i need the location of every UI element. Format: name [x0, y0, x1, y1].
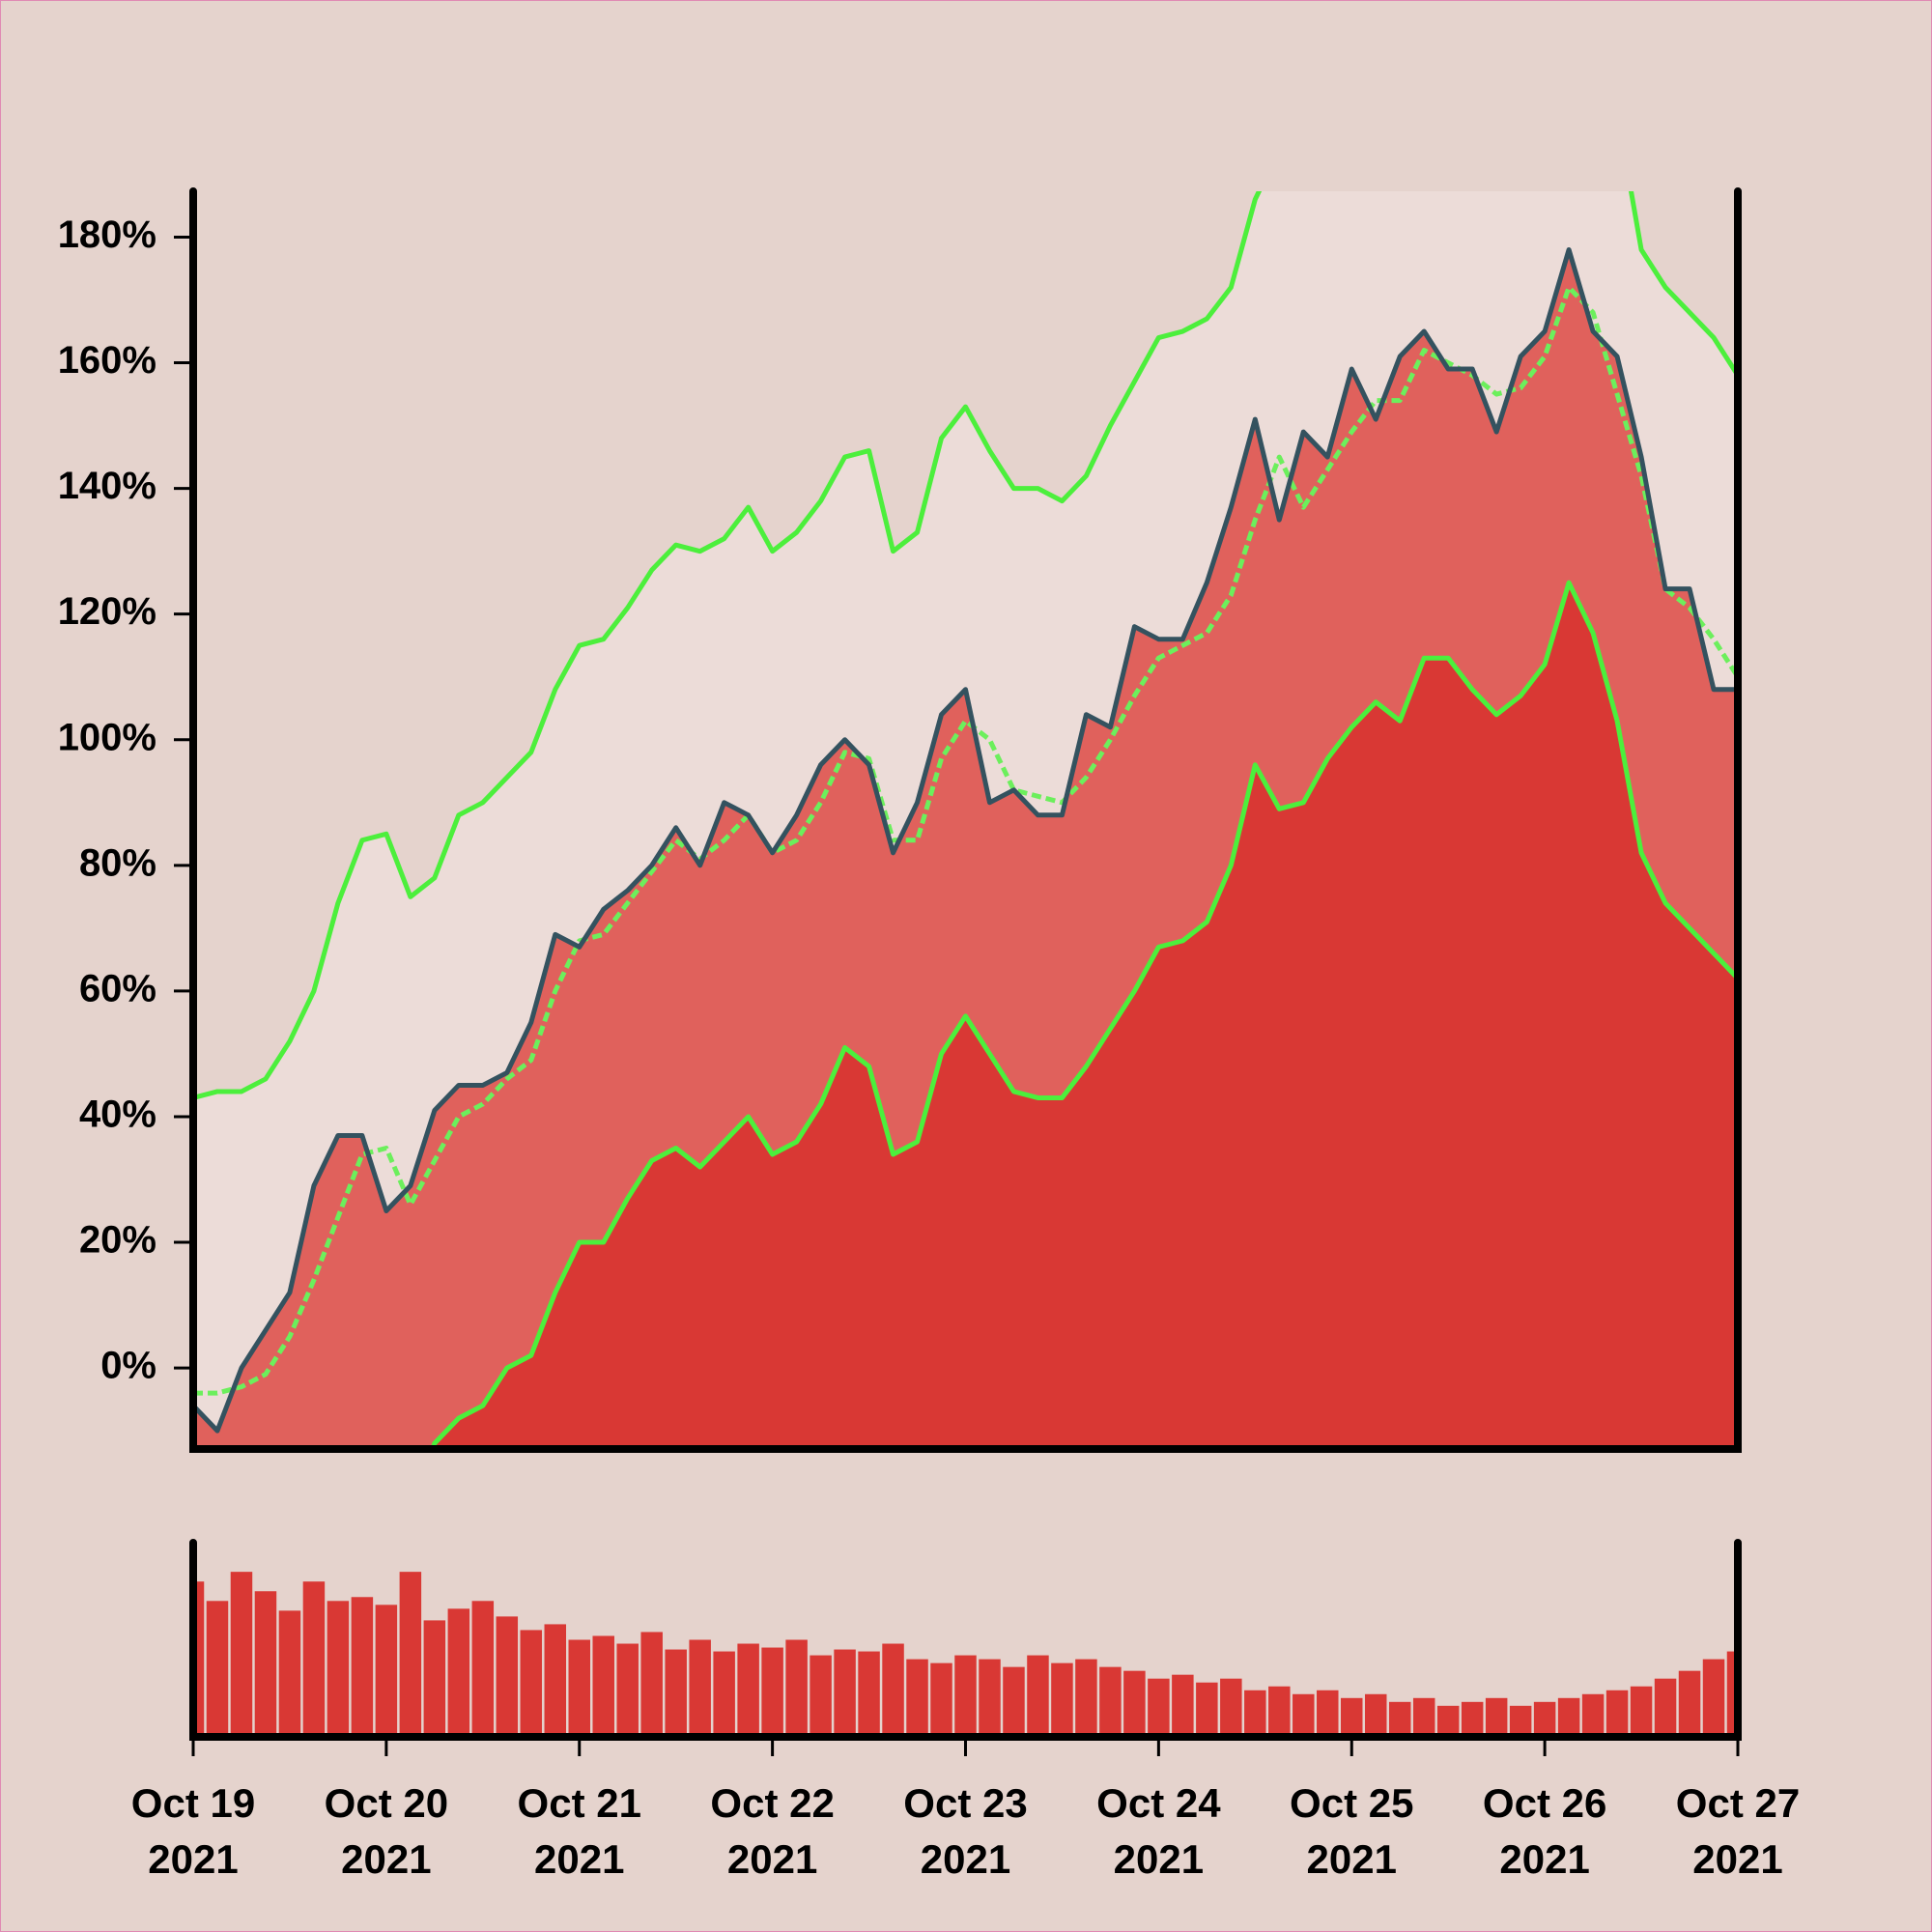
- volume-bar: [665, 1649, 687, 1737]
- x-tick-label: Oct 20 2021: [324, 1780, 449, 1882]
- x-tick-label: Oct 21 2021: [517, 1780, 641, 1882]
- y-tick-label: 0%: [100, 1345, 156, 1387]
- volume-bar: [1702, 1659, 1725, 1737]
- volume-bar: [930, 1662, 952, 1737]
- volume-plot: [193, 1572, 1738, 1737]
- line: [193, 191, 1738, 1100]
- volume-bar: [592, 1635, 614, 1737]
- volume-bar: [858, 1651, 880, 1737]
- volume-bar: [1630, 1686, 1653, 1737]
- volume-bar: [206, 1601, 229, 1737]
- volume-bar: [1412, 1697, 1435, 1737]
- volume-bar: [1172, 1674, 1194, 1737]
- volume-bar: [737, 1643, 759, 1737]
- volume-bar: [1293, 1693, 1315, 1737]
- volume-bar: [1485, 1697, 1508, 1737]
- x-tick-label: Oct 19 2021: [130, 1780, 256, 1882]
- volume-bar: [1461, 1701, 1484, 1737]
- volume-bar: [882, 1643, 904, 1737]
- volume-bar: [761, 1647, 783, 1737]
- volume-bar: [616, 1643, 639, 1737]
- volume-bar: [1726, 1651, 1738, 1737]
- volume-bar: [906, 1659, 928, 1737]
- volume-bar: [1678, 1670, 1701, 1737]
- volume-bar: [1075, 1659, 1097, 1737]
- volume-bar: [568, 1639, 590, 1737]
- main-plot: [193, 191, 1738, 1449]
- volume-bar: [785, 1639, 808, 1737]
- volume-bar: [375, 1605, 398, 1737]
- volume-bar: [954, 1655, 977, 1737]
- volume-bar: [1388, 1701, 1411, 1737]
- volume-bar: [1220, 1678, 1242, 1737]
- volume-bar: [810, 1655, 832, 1737]
- y-tick-label: 100%: [58, 716, 156, 758]
- volume-bar: [1341, 1697, 1363, 1737]
- volume-bar: [1533, 1701, 1556, 1737]
- volume-bar: [1436, 1705, 1460, 1737]
- y-tick-label: 180%: [58, 213, 156, 256]
- y-tick-label: 120%: [58, 590, 156, 633]
- volume-bar: [713, 1651, 735, 1737]
- y-tick-label: 40%: [79, 1094, 156, 1136]
- volume-bar: [471, 1601, 495, 1737]
- volume-bar: [1317, 1690, 1339, 1737]
- y-tick-label: 80%: [79, 841, 156, 884]
- volume-bar: [447, 1608, 470, 1737]
- y-tick-label: 140%: [58, 465, 156, 507]
- volume-bar: [1268, 1686, 1291, 1737]
- volume-bar: [834, 1649, 856, 1737]
- volume-bar: [1003, 1666, 1025, 1737]
- volume-bar: [1509, 1705, 1532, 1737]
- x-tick-label: Oct 23 2021: [903, 1780, 1028, 1882]
- volume-bar: [1099, 1666, 1122, 1737]
- volume-bar: [254, 1591, 277, 1737]
- line: [193, 246, 1738, 1434]
- volume-bar: [1605, 1690, 1629, 1737]
- volume-bar: [1196, 1682, 1218, 1737]
- volume-bar: [193, 1581, 205, 1737]
- volume-bar: [1123, 1670, 1146, 1737]
- volume-bar: [423, 1620, 446, 1737]
- volume-frame: [189, 1539, 1742, 1741]
- x-tick-label: Oct 25 2021: [1290, 1780, 1414, 1882]
- x-tick-label: Oct 26 2021: [1482, 1780, 1607, 1882]
- volume-bar: [689, 1639, 711, 1737]
- middle-band: [193, 285, 1738, 1396]
- volume-bar: [1244, 1690, 1266, 1737]
- area: [432, 582, 1738, 1449]
- volume-bar: [278, 1610, 301, 1737]
- line: [430, 580, 1738, 1449]
- volume-bar: [520, 1630, 543, 1737]
- volume-bar: [1557, 1697, 1580, 1737]
- x-tick-label: Oct 27 2021: [1675, 1780, 1801, 1882]
- y-tick-label: 60%: [79, 967, 156, 1009]
- volume-bar: [230, 1572, 253, 1737]
- volume-bar: [544, 1624, 567, 1737]
- volume-bar: [1051, 1662, 1073, 1737]
- volume-bar: [979, 1659, 1001, 1737]
- volume-bar: [496, 1616, 519, 1737]
- volume-bar: [399, 1572, 422, 1737]
- volume-bar: [302, 1581, 326, 1737]
- x-tick-label: Oct 22 2021: [710, 1780, 835, 1882]
- x-tick-label: Oct 24 2021: [1096, 1780, 1221, 1882]
- volume-bar: [1027, 1655, 1049, 1737]
- axis-frame: [189, 187, 1742, 1453]
- volume-bar: [351, 1597, 374, 1737]
- volume-bar: [640, 1632, 663, 1737]
- axes: 0% 20% 40% 60% 80% 100% 120% 140% 160% 180%: [58, 187, 1742, 1756]
- y-tick-label: 160%: [58, 339, 156, 382]
- y-tick-label: 20%: [79, 1219, 156, 1262]
- volume-bar: [1654, 1678, 1677, 1737]
- volume-bar: [327, 1601, 350, 1737]
- volume-bar: [1581, 1693, 1605, 1737]
- volume-bar: [1364, 1693, 1387, 1737]
- volume-bar: [1148, 1678, 1170, 1737]
